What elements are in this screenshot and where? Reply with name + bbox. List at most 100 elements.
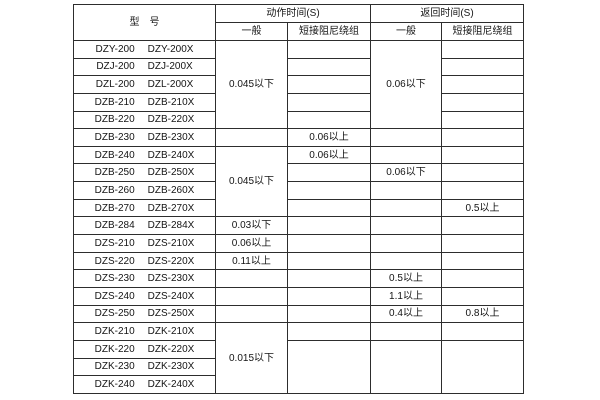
return-damping-cell [441, 216, 524, 236]
table-row: DZB-220 DZB-220X [73, 110, 524, 130]
action-damping-cell [287, 40, 371, 59]
return-damping-cell [441, 339, 524, 395]
action-damping-cell [287, 339, 371, 395]
model-text: DZK-220X [147, 343, 195, 355]
action-general-cell [215, 286, 288, 306]
model-text: DZB-240X [147, 149, 195, 161]
return-damping-cell [441, 163, 524, 183]
return-general-cell: 0.06以下 [370, 163, 442, 183]
return-damping-cell [441, 181, 524, 200]
action-damping-cell [287, 92, 371, 112]
table-row: DZB-210 DZB-210X [73, 92, 524, 112]
return-general-cell [370, 128, 442, 147]
model-text: DZS-220X [147, 255, 195, 267]
model-cell: DZS-220 DZS-220X [73, 251, 216, 271]
model-text: DZS-210X [147, 237, 195, 249]
model-text: DZB-210X [147, 96, 195, 108]
model-text: DZY-200X [147, 43, 194, 55]
action-general-cell: 0.11以上 [215, 251, 288, 271]
table-row: DZB-284 DZB-284X 0.03以下 [73, 216, 524, 236]
table-row: DZB-240 DZB-240X 0.045以下 0.06以上 [73, 145, 524, 218]
return-damping-cell [441, 128, 524, 147]
header-action-time: 动作时间(S) [215, 4, 371, 23]
model-text: DZB-210 [94, 96, 135, 108]
model-text: DZJ-200 [96, 61, 135, 73]
action-damping-cell [287, 198, 371, 218]
model-text: DZB-250 [94, 167, 135, 179]
return-general-cell [370, 234, 442, 253]
action-general-cell: 0.03以下 [215, 216, 288, 236]
model-cell: DZS-250 DZS-250X [73, 304, 216, 324]
model-cell: DZB-270 DZB-270X [73, 198, 216, 218]
model-text: DZB-220 [94, 114, 135, 126]
relay-timing-spec-table: 型 号 动作时间(S) 返回时间(S) 一般 短接阻尼绕组 一般 短接阻尼绕组 … [73, 4, 524, 395]
return-damping-cell [441, 110, 524, 130]
header-return-damping: 短接阻尼绕组 [441, 22, 524, 41]
table-row: DZY-200 DZY-200X 0.045以下 0.06以下 [73, 39, 524, 130]
table-row: DZB-230 DZB-230X 0.06以上 [73, 128, 524, 147]
model-cell: DZY-200 DZY-200X [73, 40, 216, 59]
model-cell: DZK-210 DZK-210X [73, 322, 216, 341]
model-cell: DZS-210 DZS-210X [73, 234, 216, 253]
model-text: DZB-270X [147, 202, 195, 214]
model-text: DZB-260 [94, 184, 135, 196]
return-damping-cell: 0.5以上 [441, 198, 524, 218]
model-text: DZS-240 [94, 290, 135, 302]
table-row: DZK-210 DZK-210X 0.015以下 [73, 322, 524, 394]
return-general-cell [370, 198, 442, 218]
table-row: DZL-200 DZL-200X [73, 75, 524, 94]
return-general-cell [370, 322, 442, 341]
model-cell: DZB-240 DZB-240X [73, 145, 216, 165]
header-action-general: 一般 [215, 22, 288, 41]
return-general-cell [370, 216, 442, 236]
return-general-cell [370, 145, 442, 165]
action-damping-cell [287, 75, 371, 94]
model-cell: DZB-220 DZB-220X [73, 110, 216, 130]
action-damping-cell [287, 322, 371, 341]
model-cell: DZS-240 DZS-240X [73, 286, 216, 306]
table-row: DZS-250 DZS-250X 0.4以上 0.8以上 [73, 304, 524, 324]
model-text: DZS-250 [94, 308, 135, 320]
table-row: DZB-270 DZB-270X 0.5以上 [73, 198, 524, 218]
table-row: DZB-260 DZB-260X [73, 181, 524, 200]
table-row: DZK-240 DZK-240X [73, 375, 524, 394]
action-damping-cell [287, 286, 371, 306]
model-text: DZK-220 [94, 343, 135, 355]
return-general-cell [370, 339, 442, 395]
model-text: DZS-230X [147, 273, 195, 285]
action-general-cell: 0.045以下 [215, 145, 288, 218]
model-cell: DZK-230 DZK-230X [73, 357, 216, 377]
model-text: DZS-230 [94, 273, 135, 285]
model-text: DZB-230 [94, 132, 135, 144]
model-text: DZY-200 [95, 43, 135, 55]
table-row: DZS-230 DZS-230X 0.5以上 [73, 269, 524, 288]
model-cell: DZB-260 DZB-260X [73, 181, 216, 200]
return-damping-cell: 0.8以上 [441, 304, 524, 324]
model-text: DZK-210 [94, 326, 135, 338]
header-model: 型 号 [73, 4, 216, 41]
model-text: DZB-240 [94, 149, 135, 161]
model-text: DZB-220X [147, 114, 195, 126]
return-damping-cell [441, 286, 524, 306]
model-text: DZK-240X [147, 379, 195, 391]
return-damping-cell [441, 234, 524, 253]
model-text: DZS-250X [147, 308, 195, 320]
model-text: DZL-200 [95, 79, 135, 91]
model-text: DZB-250X [147, 167, 195, 179]
return-damping-cell [441, 92, 524, 112]
table-body: DZY-200 DZY-200X 0.045以下 0.06以下 DZJ-200 DZJ-2… [73, 39, 524, 395]
action-general-cell: 0.015以下 [215, 322, 288, 394]
table-row: DZB-250 DZB-250X 0.06以下 [73, 163, 524, 183]
return-damping-cell [441, 75, 524, 94]
table-row: DZS-220 DZS-220X 0.11以上 [73, 251, 524, 271]
model-cell: DZB-284 DZB-284X [73, 216, 216, 236]
model-cell: DZK-220 DZK-220X [73, 339, 216, 359]
model-cell: DZJ-200 DZJ-200X [73, 57, 216, 77]
return-damping-cell [441, 322, 524, 341]
table-row: DZK-230 DZK-230X [73, 357, 524, 377]
model-text: DZL-200X [147, 79, 194, 91]
model-text: DZK-210X [147, 326, 195, 338]
action-damping-cell [287, 181, 371, 200]
table-header: 型 号 动作时间(S) 返回时间(S) 一般 短接阻尼绕组 一般 短接阻尼绕组 [73, 4, 524, 41]
return-general-cell [370, 181, 442, 200]
